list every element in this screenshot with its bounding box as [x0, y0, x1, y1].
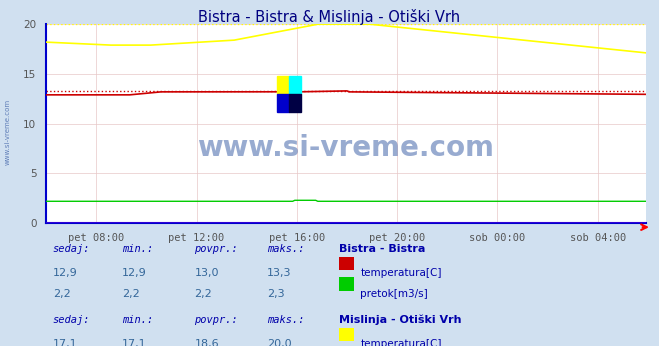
Text: Mislinja - Otiški Vrh: Mislinja - Otiški Vrh — [339, 315, 462, 325]
Bar — [277, 76, 289, 94]
Text: www.si-vreme.com: www.si-vreme.com — [5, 98, 11, 165]
Text: maks.:: maks.: — [267, 244, 304, 254]
Text: 13,0: 13,0 — [194, 268, 219, 278]
Text: Bistra - Bistra & Mislinja - Otiški Vrh: Bistra - Bistra & Mislinja - Otiški Vrh — [198, 9, 461, 25]
Text: 17,1: 17,1 — [53, 339, 77, 346]
Text: www.si-vreme.com: www.si-vreme.com — [198, 134, 494, 162]
Text: maks.:: maks.: — [267, 315, 304, 325]
Text: 2,2: 2,2 — [53, 289, 71, 299]
Text: 18,6: 18,6 — [194, 339, 219, 346]
Text: 12,9: 12,9 — [53, 268, 78, 278]
Text: povpr.:: povpr.: — [194, 244, 238, 254]
Text: 20,0: 20,0 — [267, 339, 291, 346]
Text: 2,2: 2,2 — [194, 289, 212, 299]
Text: min.:: min.: — [122, 244, 153, 254]
Text: 12,9: 12,9 — [122, 268, 147, 278]
Text: sedaj:: sedaj: — [53, 315, 90, 325]
Text: 17,1: 17,1 — [122, 339, 146, 346]
Text: pretok[m3/s]: pretok[m3/s] — [360, 289, 428, 299]
Text: min.:: min.: — [122, 315, 153, 325]
Text: sedaj:: sedaj: — [53, 244, 90, 254]
Bar — [289, 76, 301, 94]
Text: Bistra - Bistra: Bistra - Bistra — [339, 244, 426, 254]
Bar — [289, 94, 301, 112]
Text: 2,3: 2,3 — [267, 289, 285, 299]
Text: povpr.:: povpr.: — [194, 315, 238, 325]
Text: temperatura[C]: temperatura[C] — [360, 339, 442, 346]
Text: 2,2: 2,2 — [122, 289, 140, 299]
Text: temperatura[C]: temperatura[C] — [360, 268, 442, 278]
Bar — [277, 94, 289, 112]
Text: 13,3: 13,3 — [267, 268, 291, 278]
